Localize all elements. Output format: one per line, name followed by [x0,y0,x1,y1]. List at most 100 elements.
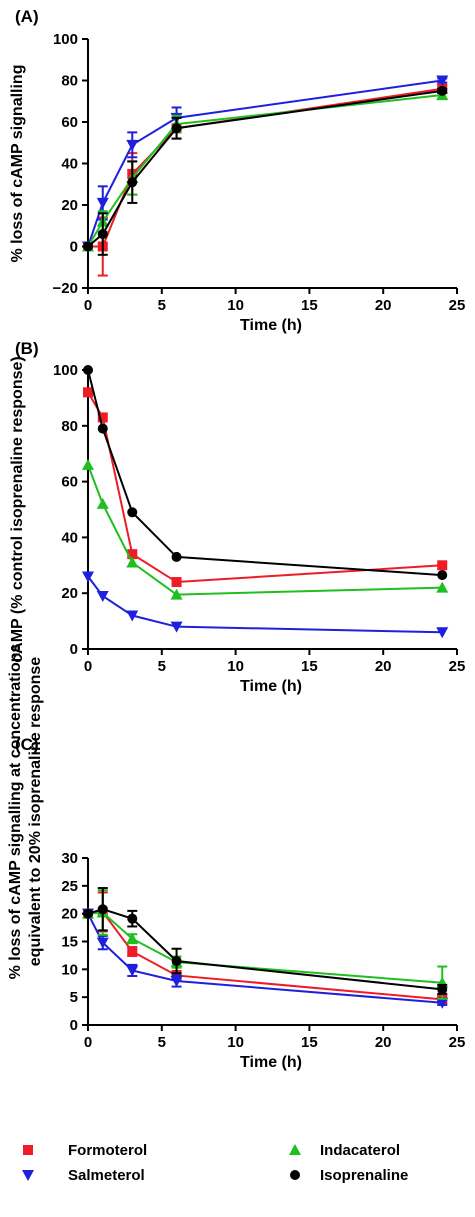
legend-item-formoterol-marker [23,1145,33,1155]
panel-c-y-axis-title-line2: equivalent to 20% isoprenaline response [27,657,44,967]
panel-b-series-formoterol-line [87,391,443,584]
panel-c-y-tick-label: 5 [70,989,78,1006]
legend-item-indacaterol-marker [289,1144,301,1155]
legend-item-isoprenaline: Isoprenaline [290,1167,408,1184]
panel-b-series-indacaterol [82,458,449,600]
panel-a-y-tick-label: 100 [53,31,78,48]
panel-b-series-indacaterol-point [170,588,183,600]
panel-b-series-indacaterol-point [126,556,139,568]
legend-item-salmeterol-marker [22,1170,34,1181]
panel-c-label: (C) [15,735,39,754]
panel-c-series-isoprenaline-point [97,904,108,915]
panel-a-series-isoprenaline-point [437,85,448,96]
panel-c-x-axis-title: Time (h) [240,1054,302,1071]
panel-c-series-isoprenaline-line [87,908,443,991]
panel-c-x-tick-label: 20 [375,1034,392,1051]
panel-c-y-tick-label: 30 [61,850,78,867]
panel-b-series-salmeterol-point [82,571,94,583]
panel-b-y-axis-title: cAMP (% control isoprenaline response) [9,356,26,662]
panel-a-series-isoprenaline-point [83,241,93,252]
panel-a-series-isoprenaline-point [171,123,182,134]
panel-b-y-tick-label: 80 [61,418,78,435]
panel-c-y-tick-label: 0 [70,1017,78,1034]
legend: Formoterol Indacaterol Salmeterol Isoprenal… [22,1142,408,1184]
panel-a-y-tick-label: 80 [61,73,78,90]
panel-c-series-salmeterol-point [170,976,183,988]
panel-b-series-salmeterol-point [126,610,139,622]
panel-a-label: (A) [15,7,39,26]
panel-a-y-tick-label: 20 [61,197,78,214]
panel-b-x-tick-label: 0 [84,658,92,675]
panel-a-y-tick-label: 40 [61,156,78,173]
panel-b-series-formoterol-point [127,549,138,560]
panel-c-x-tick-label: 15 [301,1034,318,1051]
panel-b-y-tick-label: 60 [61,474,78,491]
panel-b-series-isoprenaline-point [83,365,93,375]
panel-c-x-tick-label: 10 [227,1034,244,1051]
panel-b-series-formoterol-point [83,387,93,398]
panel-c-series-isoprenaline-point [437,984,448,995]
panel-a-series-isoprenaline-point [97,229,108,240]
panel-c-y-tick-label: 20 [61,906,78,923]
panel-a-series-salmeterol [82,75,449,253]
panel-c-series-isoprenaline-point [127,913,138,924]
legend-item-formoterol-label: Formoterol [68,1142,147,1159]
panel-b-series-formoterol-point [437,560,448,571]
panel-b-y-tick-label: 0 [70,641,78,658]
panel-b-series-formoterol [83,387,448,588]
legend-item-indacaterol-label: Indacaterol [320,1142,400,1159]
panel-b-series-isoprenaline-line [87,369,443,577]
panel-a-series-isoprenaline [83,85,448,256]
panel-a-x-axis-title: Time (h) [240,317,302,334]
panel-a-x-tick-label: 25 [449,297,466,314]
panel-a-x-tick-label: 20 [375,297,392,314]
panel-c-y-tick-label: 15 [61,934,78,951]
panel-c-series-salmeterol-point [96,937,109,949]
panel-b-series-salmeterol-point [96,590,109,602]
panel-a-series-salmeterol-point [96,197,109,209]
panel-c-x-tick-label: 0 [84,1034,92,1051]
panel-c-series-isoprenaline-point [83,908,93,919]
panel-b-y-tick-label: 20 [61,585,78,602]
panel-a-x-tick-label: 5 [158,297,166,314]
panel-a-y-axis-title: % loss of cAMP signalling [9,65,26,263]
panel-c-series-indacaterol-point [126,932,139,944]
panel-b-label: (B) [15,339,39,358]
panel-c-chart: (C) 0 5 10 15 20 25 0 5 10 15 20 25 30 Time (h) % loss … [7,644,465,1071]
panel-b-y-tick-label: 40 [61,529,78,546]
panel-c-series-formoterol-line [87,910,443,1001]
panel-b-series-indacaterol-point [82,458,94,470]
panel-b-chart: (B) 0 5 10 15 20 25 0 20 40 60 80 100 Time (h) cAMP (%… [9,339,465,695]
panel-b-series-salmeterol-point [436,627,449,639]
panel-b-series-indacaterol-point [96,497,109,509]
panel-a-series-salmeterol-point [126,139,139,151]
panel-b-series-indacaterol-point [436,581,449,593]
panel-c-y-tick-label: 25 [61,878,78,895]
panel-a-x-tick-label: 10 [227,297,244,314]
panel-b-series-isoprenaline [83,365,448,581]
panel-b-x-axis-title: Time (h) [240,678,302,695]
panel-b-series-salmeterol-point [170,621,183,633]
panel-c-x-tick-label: 25 [449,1034,466,1051]
panel-a-series-formoterol [83,83,448,277]
panel-a-x-tick-label: 15 [301,297,318,314]
panel-a-y-tick-label: −20 [53,280,78,297]
panel-b-x-tick-label: 20 [375,658,392,675]
panel-b-series-isoprenaline-point [171,551,182,562]
panel-b-series-isoprenaline-point [127,507,138,518]
panel-a-y-tick-label: 60 [61,114,78,131]
panel-c-y-tick-label: 10 [61,961,78,978]
legend-item-formoterol: Formoterol [23,1142,147,1159]
panel-b-series-isoprenaline-point [437,570,448,581]
panel-c-series-salmeterol-point [436,997,449,1009]
legend-item-salmeterol: Salmeterol [22,1167,145,1184]
panel-b-series-isoprenaline-point [97,423,108,434]
panel-a-series-salmeterol-point [436,75,449,87]
panel-a-y-tick-label: 0 [70,239,78,256]
legend-item-isoprenaline-label: Isoprenaline [320,1167,408,1184]
panel-b-y-tick-label: 100 [53,362,78,379]
panel-b-series-salmeterol-line [87,575,443,634]
legend-item-salmeterol-label: Salmeterol [68,1167,145,1184]
panel-b-x-tick-label: 10 [227,658,244,675]
